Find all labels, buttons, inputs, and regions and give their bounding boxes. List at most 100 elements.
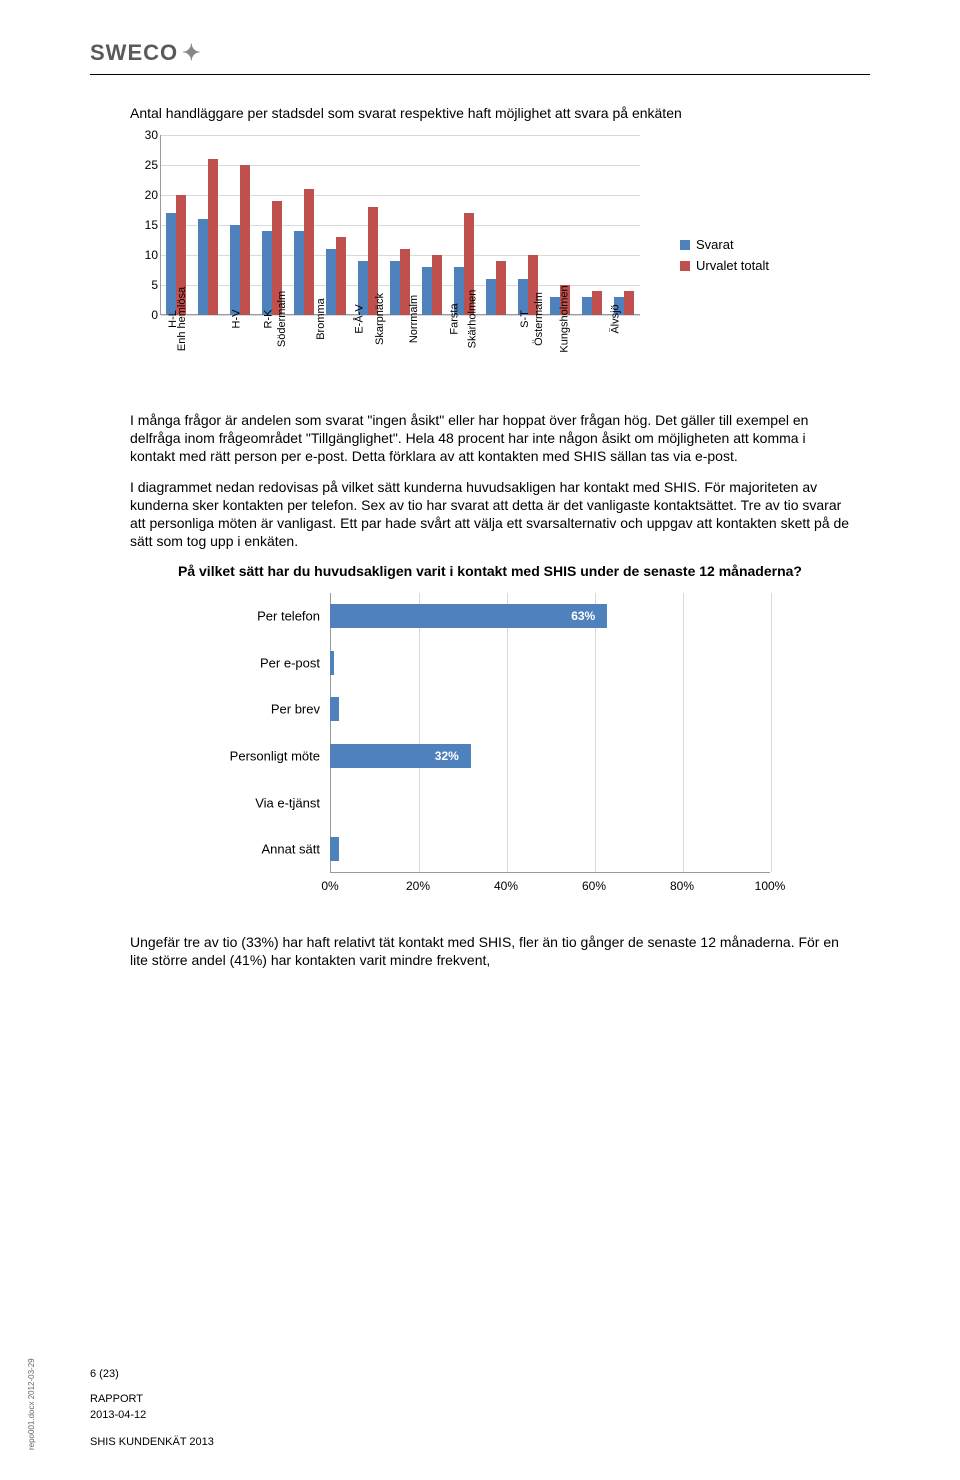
chart1-ytick: 15 bbox=[145, 218, 158, 232]
chart1-bar-group: Bromma bbox=[320, 135, 352, 315]
chart1-category-label: E-Å-V bbox=[353, 304, 365, 333]
chart1-category-label: Älvsjö bbox=[609, 304, 621, 333]
logo-mark-icon: ✦ bbox=[182, 40, 200, 66]
chart2-xtick: 0% bbox=[321, 879, 338, 893]
chart2-bar bbox=[330, 604, 607, 628]
chart2-title: På vilket sätt har du huvudsakligen vari… bbox=[130, 562, 850, 580]
logo-text: SWECO bbox=[90, 40, 178, 66]
chart1-bar-group: S-T bbox=[512, 135, 544, 315]
chart1-bar-group: Farsta bbox=[448, 135, 480, 315]
legend-swatch bbox=[680, 240, 690, 250]
chart1-ytick: 30 bbox=[145, 128, 158, 142]
chart1-legend: Svarat Urvalet totalt bbox=[680, 135, 769, 375]
chart1-ytick: 0 bbox=[151, 308, 158, 322]
chart1-category-label: R-K bbox=[263, 310, 275, 329]
chart2-bar bbox=[330, 697, 339, 721]
chart1-bar-group: Skarpnäck bbox=[384, 135, 416, 315]
chart2-category-label: Personligt möte bbox=[210, 748, 330, 763]
chart1-bar bbox=[496, 261, 506, 315]
chart2-category-label: Annat sätt bbox=[210, 842, 330, 857]
legend-label: Svarat bbox=[696, 237, 734, 252]
chart1-bar bbox=[486, 279, 496, 315]
chart2-plot-area bbox=[330, 593, 770, 873]
chart1-category-label: H-V bbox=[231, 310, 243, 329]
chart2-xtick: 100% bbox=[755, 879, 786, 893]
footer-doc-title: SHIS KUNDENKÄT 2013 bbox=[90, 1434, 214, 1451]
chart2-bar bbox=[330, 651, 334, 675]
page-number: 6 (23) bbox=[90, 1366, 214, 1383]
footer: 6 (23) RAPPORT 2013-04-12 SHIS KUNDENKÄT… bbox=[90, 1366, 214, 1450]
chart1-bar bbox=[432, 255, 442, 315]
chart1-bar-group: Enh hemlösa bbox=[192, 135, 224, 315]
chart1-bar bbox=[592, 291, 602, 315]
chart1-bar bbox=[390, 261, 400, 315]
chart2-gridline bbox=[419, 593, 420, 872]
paragraph-2: I diagrammet nedan redovisas på vilket s… bbox=[130, 478, 850, 551]
chart1-bar-group: R-K bbox=[256, 135, 288, 315]
chart2-bar bbox=[330, 837, 339, 861]
chart1-category-label: Skärholmen bbox=[467, 290, 479, 349]
chart1: H-LEnh hemlösaH-VR-KSödermalmBrommaE-Å-V… bbox=[130, 135, 870, 375]
chart1-bar bbox=[198, 219, 208, 315]
footer-date: 2013-04-12 bbox=[90, 1407, 214, 1424]
chart2-gridline bbox=[683, 593, 684, 872]
chart2-category-label: Via e-tjänst bbox=[210, 795, 330, 810]
chart2-category-label: Per e-post bbox=[210, 655, 330, 670]
chart1-title: Antal handläggare per stadsdel som svara… bbox=[130, 105, 870, 121]
chart2-bar-label: 32% bbox=[435, 749, 459, 763]
legend-swatch bbox=[680, 261, 690, 271]
chart1-bar-group: Norrmalm bbox=[416, 135, 448, 315]
chart1-bar bbox=[304, 189, 314, 315]
legend-label: Urvalet totalt bbox=[696, 258, 769, 273]
chart1-bar bbox=[336, 237, 346, 315]
chart1-bar bbox=[262, 231, 272, 315]
chart1-category-label: Farsta bbox=[448, 303, 460, 334]
chart1-bar-group: Södermalm bbox=[288, 135, 320, 315]
chart1-bar-group: E-Å-V bbox=[352, 135, 384, 315]
chart2-category-label: Per brev bbox=[210, 702, 330, 717]
logo-divider bbox=[90, 74, 870, 75]
chart1-category-label: Östermalm bbox=[533, 292, 545, 346]
closing-text: Ungefär tre av tio (33%) har haft relati… bbox=[130, 933, 850, 969]
chart1-bar bbox=[240, 165, 250, 315]
chart1-bar bbox=[326, 249, 336, 315]
chart2-xtick: 20% bbox=[406, 879, 430, 893]
chart2-gridline bbox=[595, 593, 596, 872]
paragraph-1: I många frågor är andelen som svarat "in… bbox=[130, 411, 850, 466]
logo: SWECO ✦ bbox=[90, 40, 870, 66]
chart1-bar-group: H-V bbox=[224, 135, 256, 315]
chart1-bar bbox=[166, 213, 176, 315]
legend-item: Urvalet totalt bbox=[680, 258, 769, 273]
chart1-category-label: Södermalm bbox=[276, 291, 288, 347]
chart1-bar-group: Skärholmen bbox=[480, 135, 512, 315]
chart1-ytick: 10 bbox=[145, 248, 158, 262]
chart1-category-label: Bromma bbox=[315, 298, 327, 340]
chart1-bar bbox=[230, 225, 240, 315]
chart2-xtick: 40% bbox=[494, 879, 518, 893]
side-note: repo001.docx 2012-03-29 bbox=[27, 1358, 36, 1450]
chart1-category-label: Kungsholmen bbox=[558, 285, 570, 352]
chart1-bar bbox=[624, 291, 634, 315]
chart1-ytick: 25 bbox=[145, 158, 158, 172]
legend-item: Svarat bbox=[680, 237, 769, 252]
chart2: 0%20%40%60%80%100%Per telefon63%Per e-po… bbox=[210, 593, 790, 913]
chart2-category-label: Per telefon bbox=[210, 608, 330, 623]
chart1-ytick: 20 bbox=[145, 188, 158, 202]
chart2-xtick: 80% bbox=[670, 879, 694, 893]
chart2-xtick: 60% bbox=[582, 879, 606, 893]
chart1-bar bbox=[422, 267, 432, 315]
body-text: I många frågor är andelen som svarat "in… bbox=[130, 411, 850, 581]
chart1-category-label: S-T bbox=[519, 310, 531, 328]
chart1-bars: H-LEnh hemlösaH-VR-KSödermalmBrommaE-Å-V… bbox=[160, 135, 640, 315]
chart1-bar-group: Älvsjö bbox=[608, 135, 640, 315]
chart1-ytick: 5 bbox=[151, 278, 158, 292]
footer-report: RAPPORT bbox=[90, 1391, 214, 1408]
chart1-bar-group: Kungsholmen bbox=[576, 135, 608, 315]
chart1-category-label: Norrmalm bbox=[408, 295, 420, 343]
chart1-bar bbox=[208, 159, 218, 315]
chart2-gridline bbox=[771, 593, 772, 872]
chart1-category-label: Enh hemlösa bbox=[176, 287, 188, 351]
chart1-category-label: Skarpnäck bbox=[374, 293, 386, 345]
chart1-bar bbox=[294, 231, 304, 315]
chart1-bar bbox=[582, 297, 592, 315]
